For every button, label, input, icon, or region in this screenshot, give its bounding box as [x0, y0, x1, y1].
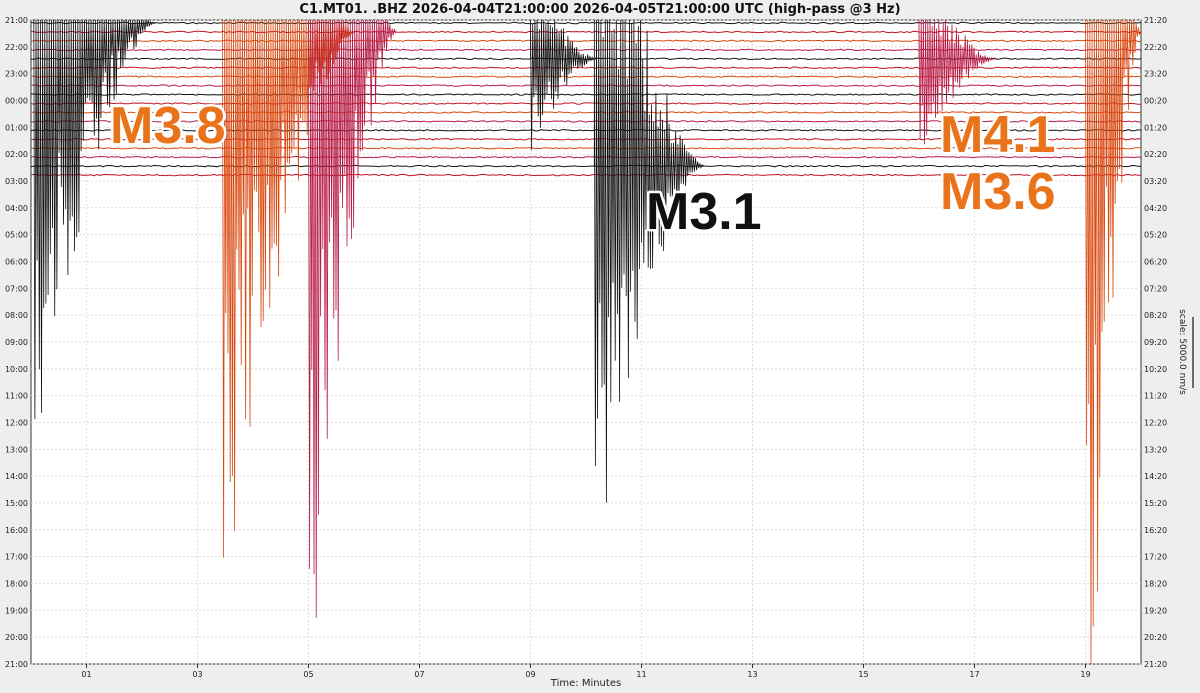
- y-tick-right: 23:20: [1144, 70, 1167, 79]
- y-tick-left: 08:00: [5, 311, 28, 320]
- y-tick-left: 12:00: [5, 419, 28, 428]
- event-waveform: [1085, 19, 1141, 665]
- y-tick-right: 06:20: [1144, 258, 1167, 267]
- y-tick-right: 18:20: [1144, 580, 1167, 589]
- y-tick-right: 00:20: [1144, 97, 1167, 106]
- y-tick-right: 08:20: [1144, 311, 1167, 320]
- x-tick-label: 05: [303, 670, 313, 679]
- annotation-m3-8: M3.8: [110, 97, 226, 155]
- y-tick-left: 09:00: [5, 338, 28, 347]
- x-tick-label: 01: [81, 670, 91, 679]
- y-tick-left: 05:00: [5, 231, 28, 240]
- y-tick-left: 14:00: [5, 472, 28, 481]
- trace-line: [30, 21, 1142, 25]
- y-tick-left: 02:00: [5, 150, 28, 159]
- y-tick-right: 04:20: [1144, 204, 1167, 213]
- x-tick-label: 11: [636, 670, 646, 679]
- trace-line: [30, 111, 1142, 114]
- scale-bar: scale: 5000.0 nm/s: [1177, 309, 1194, 395]
- x-tick-label: 13: [747, 670, 757, 679]
- y-tick-left: 11:00: [5, 392, 28, 401]
- y-tick-right: 22:20: [1144, 43, 1167, 52]
- y-tick-left: 00:00: [5, 97, 28, 106]
- scale-label: scale: 5000.0 nm/s: [1177, 309, 1187, 395]
- y-tick-left: 16:00: [5, 526, 28, 535]
- y-tick-right: 12:20: [1144, 419, 1167, 428]
- y-tick-right: 21:20: [1144, 16, 1167, 25]
- y-tick-right: 10:20: [1144, 365, 1167, 374]
- trace-line: [30, 120, 1141, 123]
- y-tick-right: 05:20: [1144, 231, 1167, 240]
- y-tick-left: 10:00: [5, 365, 28, 374]
- y-tick-left: 18:00: [5, 580, 28, 589]
- annotation-m3-1: M3.1: [646, 183, 762, 241]
- y-tick-right: 19:20: [1144, 606, 1167, 615]
- y-tick-left: 19:00: [5, 606, 28, 615]
- y-tick-right: 17:20: [1144, 553, 1167, 562]
- x-axis: 01 03 05 07 09 11 13 15 17 19: [81, 664, 1091, 679]
- y-tick-left: 15:00: [5, 499, 28, 508]
- y-tick-right: 03:20: [1144, 177, 1167, 186]
- events: [33, 19, 1141, 665]
- x-tick-label: 19: [1080, 670, 1090, 679]
- y-tick-right: 13:20: [1144, 445, 1167, 454]
- y-tick-right: 21:20: [1144, 660, 1167, 669]
- x-tick-label: 03: [192, 670, 202, 679]
- trace-line: [30, 146, 1141, 150]
- trace-line: [30, 84, 1142, 87]
- y-tick-left: 04:00: [5, 204, 28, 213]
- trace-line: [30, 173, 1142, 177]
- y-tick-right: 15:20: [1144, 499, 1167, 508]
- y-tick-left: 01:00: [5, 123, 28, 132]
- y-tick-right: 11:20: [1144, 392, 1167, 401]
- event-waveform: [918, 19, 997, 145]
- y-tick-right: 09:20: [1144, 338, 1167, 347]
- event-waveform: [593, 19, 705, 503]
- x-tick-label: 17: [969, 670, 979, 679]
- chart-title: C1.MT01. .BHZ 2026-04-04T21:00:00 2026-0…: [299, 2, 900, 17]
- event-waveform: [308, 19, 397, 618]
- y-tick-left: 20:00: [5, 633, 28, 642]
- trace-line: [30, 102, 1141, 105]
- x-tick-label: 15: [858, 670, 868, 679]
- x-tick-label: 07: [414, 670, 424, 679]
- y-tick-right: 01:20: [1144, 123, 1167, 132]
- y-tick-left: 17:00: [5, 553, 28, 562]
- y-tick-left: 21:00: [5, 16, 28, 25]
- y-tick-left: 07:00: [5, 284, 28, 293]
- annotation-m3-6: M3.6: [940, 163, 1056, 221]
- y-tick-right: 14:20: [1144, 472, 1167, 481]
- y-tick-left: 06:00: [5, 258, 28, 267]
- event-waveform: [530, 19, 597, 151]
- y-tick-right: 07:20: [1144, 284, 1167, 293]
- x-tick-label: 09: [525, 670, 535, 679]
- y-tick-right: 20:20: [1144, 633, 1167, 642]
- trace-line: [30, 30, 1142, 34]
- right-axis: 21:20 22:20 23:20 00:20 01:20 02:20 03:20 04:20…: [1144, 16, 1167, 669]
- y-tick-left: 23:00: [5, 70, 28, 79]
- x-axis-label: Time: Minutes: [550, 678, 621, 689]
- trace-line: [30, 138, 1142, 141]
- trace-line: [30, 39, 1142, 43]
- y-tick-left: 13:00: [5, 445, 28, 454]
- y-tick-right: 16:20: [1144, 526, 1167, 535]
- trace-line: [30, 164, 1142, 168]
- y-tick-left: 22:00: [5, 43, 28, 52]
- y-tick-left: 03:00: [5, 177, 28, 186]
- left-axis: 21:00 22:00 23:00 00:00 01:00 02:00 03:00 04:00…: [5, 16, 28, 669]
- trace-line: [30, 155, 1142, 159]
- trace-line: [30, 129, 1142, 132]
- event-waveform: [222, 19, 356, 558]
- y-tick-right: 02:20: [1144, 150, 1167, 159]
- event-waveform: [33, 19, 156, 420]
- grid: [31, 19, 1141, 665]
- annotation-m4-1: M4.1: [940, 106, 1056, 164]
- y-tick-left: 21:00: [5, 660, 28, 669]
- trace-line: [30, 93, 1142, 96]
